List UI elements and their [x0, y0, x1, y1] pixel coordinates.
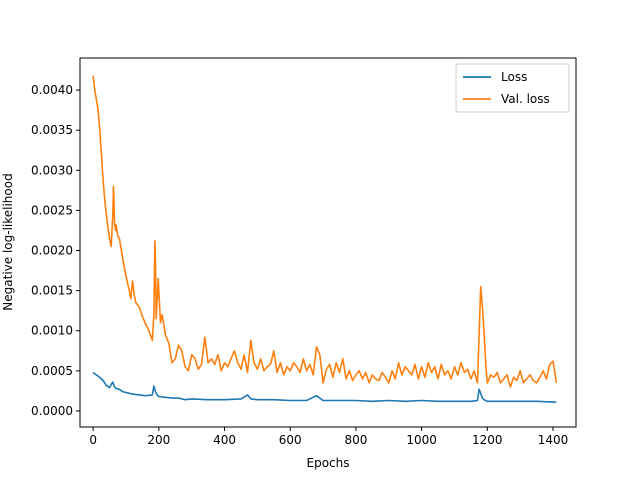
x-tick-label: 200: [147, 433, 170, 447]
legend-label: Val. loss: [501, 92, 550, 106]
legend: Loss Val. loss: [455, 63, 570, 113]
x-tick-label: 1200: [472, 433, 503, 447]
y-tick-label: 0.0040: [31, 83, 73, 97]
series-lines: [92, 75, 558, 403]
y-tick-label: 0.0020: [31, 244, 73, 258]
y-tick-label: 0.0035: [31, 123, 73, 137]
legend-label: Loss: [501, 70, 527, 84]
x-tick-label: 400: [213, 433, 236, 447]
y-tick-label: 0.0025: [31, 203, 73, 217]
axes: [79, 57, 577, 428]
series-line-loss: [92, 371, 557, 403]
y-tick-label: 0.0010: [31, 324, 73, 338]
series-line-val-loss: [92, 75, 558, 388]
x-axis-label: Epochs: [307, 456, 350, 470]
legend-box: [455, 63, 570, 113]
y-tick-label: 0.0030: [31, 163, 73, 177]
y-axis-label: Negative log-likelihood: [1, 173, 15, 310]
ticks: 0 200 400 600 800 1000 1200 1400 0.0000 0.0005 0.0…: [31, 83, 568, 447]
x-tick-label: 1400: [538, 433, 569, 447]
x-tick-label: 800: [344, 433, 367, 447]
x-tick-label: 600: [279, 433, 302, 447]
x-tick-label: 1000: [406, 433, 437, 447]
y-tick-label: 0.0015: [31, 284, 73, 298]
axes-frame: [79, 57, 577, 428]
y-tick-label: 0.0005: [31, 364, 73, 378]
x-tick-label: 0: [89, 433, 97, 447]
y-tick-label: 0.0000: [31, 404, 73, 418]
